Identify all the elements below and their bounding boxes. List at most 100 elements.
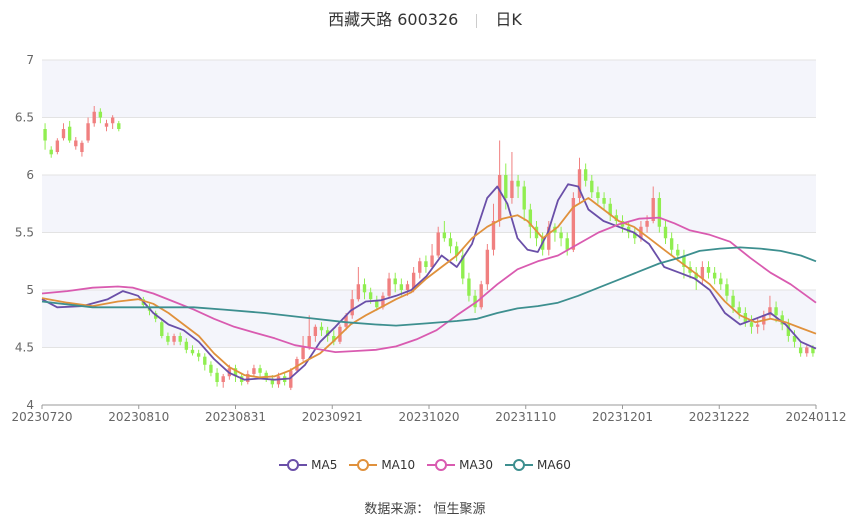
candle-down xyxy=(49,149,53,155)
candle-down xyxy=(682,255,686,267)
candle-up xyxy=(356,284,361,300)
candle-down xyxy=(719,278,723,285)
candle-down xyxy=(98,111,103,118)
y-tick-label: 5 xyxy=(26,283,34,297)
candle-down xyxy=(448,238,453,247)
candle-up xyxy=(80,142,84,152)
candle-down xyxy=(596,192,600,198)
y-tick-label: 5.5 xyxy=(15,226,34,240)
candle-up xyxy=(110,117,115,124)
candle-up xyxy=(86,123,90,141)
candle-down xyxy=(798,347,803,354)
legend: MA5 MA10 MA30 MA60 xyxy=(0,458,850,475)
candle-down xyxy=(264,372,268,379)
x-tick-label: 20231201 xyxy=(592,410,653,424)
x-tick-label: 20231222 xyxy=(689,410,750,424)
x-axis: 20230720 20230810 20230831 20230921 20231020… xyxy=(11,404,847,424)
candle-down xyxy=(461,255,465,279)
candle-down xyxy=(780,315,784,325)
candle-down xyxy=(792,336,797,342)
y-axis: 7 6.5 6 5.5 5 4.5 4 xyxy=(15,53,34,412)
candle-down xyxy=(565,238,569,250)
candle-down xyxy=(706,267,711,273)
y-tick-label: 4.5 xyxy=(15,341,34,355)
candle-up xyxy=(645,221,649,227)
series-ma60 xyxy=(41,246,817,327)
candle-up xyxy=(172,336,176,342)
x-tick-label: 20230921 xyxy=(302,410,363,424)
candle-down xyxy=(559,232,563,239)
candle-up xyxy=(221,376,225,382)
candle-up xyxy=(344,315,348,327)
candle-up xyxy=(381,295,385,308)
candle-down xyxy=(43,129,47,141)
candle-up xyxy=(246,373,250,382)
candle-down xyxy=(215,372,219,382)
candle-down xyxy=(270,378,275,385)
candle-down xyxy=(184,341,189,350)
candle-up xyxy=(405,284,410,290)
legend-item-ma30[interactable]: MA30 xyxy=(427,458,493,472)
candle-up xyxy=(295,359,299,371)
x-tick-label: 20230720 xyxy=(11,410,72,424)
candle-up xyxy=(700,267,705,279)
kline-chart: 76.565.554.54 20230720 20230810 20230831 20… xyxy=(11,53,847,424)
candle-up xyxy=(768,307,772,316)
stock-name: 西藏天路 600326 xyxy=(328,10,459,29)
legend-item-ma5[interactable]: MA5 xyxy=(279,458,337,472)
candle-up xyxy=(252,368,256,374)
candle-down xyxy=(117,123,121,129)
legend-item-ma10[interactable]: MA10 xyxy=(349,458,415,472)
grid-band xyxy=(42,60,816,118)
legend-swatch xyxy=(427,459,456,471)
candle-up xyxy=(61,129,66,139)
candle-up xyxy=(55,140,60,152)
candle-down xyxy=(399,284,404,290)
candle-up xyxy=(805,347,809,354)
candle-up xyxy=(313,326,318,336)
title-separator xyxy=(476,13,478,28)
legend-swatch xyxy=(279,459,308,471)
candle-down xyxy=(676,249,680,256)
candle-down xyxy=(633,232,637,239)
candle-up xyxy=(497,175,502,221)
candle-down xyxy=(590,180,594,193)
candle-down xyxy=(504,175,508,198)
candle-down xyxy=(67,126,72,141)
grid-band xyxy=(42,175,816,233)
ma-lines xyxy=(41,183,817,381)
candle-down xyxy=(203,356,207,365)
candle-down xyxy=(160,322,164,336)
candle-up xyxy=(350,299,354,316)
candle-up xyxy=(571,198,576,250)
x-tick-label: 20230810 xyxy=(108,410,169,424)
candle-down xyxy=(602,198,606,204)
candle-up xyxy=(307,336,311,348)
candle-down xyxy=(166,336,170,342)
candle-down xyxy=(454,246,459,256)
candle-down xyxy=(375,301,379,308)
candle-down xyxy=(190,349,195,354)
candle-down xyxy=(608,203,612,216)
candle-down xyxy=(534,226,539,239)
candle-down xyxy=(319,326,324,331)
candle-down xyxy=(749,322,754,327)
candle-down xyxy=(332,336,336,342)
candle-down xyxy=(657,198,662,227)
candle-up xyxy=(479,284,483,308)
candle-down xyxy=(725,284,729,296)
candle-down xyxy=(774,307,778,316)
grid-band xyxy=(42,290,816,348)
legend-label: MA5 xyxy=(311,458,338,472)
y-tick-label: 4 xyxy=(26,398,34,412)
candle-down xyxy=(368,292,373,300)
candle-up xyxy=(74,140,78,147)
y-tick-label: 6.5 xyxy=(15,111,34,125)
legend-item-ma60[interactable]: MA60 xyxy=(505,458,571,472)
candle-down xyxy=(209,364,213,373)
candle-down xyxy=(233,368,238,377)
x-tick-label: 20230831 xyxy=(205,410,266,424)
series-ma5 xyxy=(41,183,817,381)
candle-down xyxy=(663,226,668,239)
candle-down xyxy=(196,353,201,357)
